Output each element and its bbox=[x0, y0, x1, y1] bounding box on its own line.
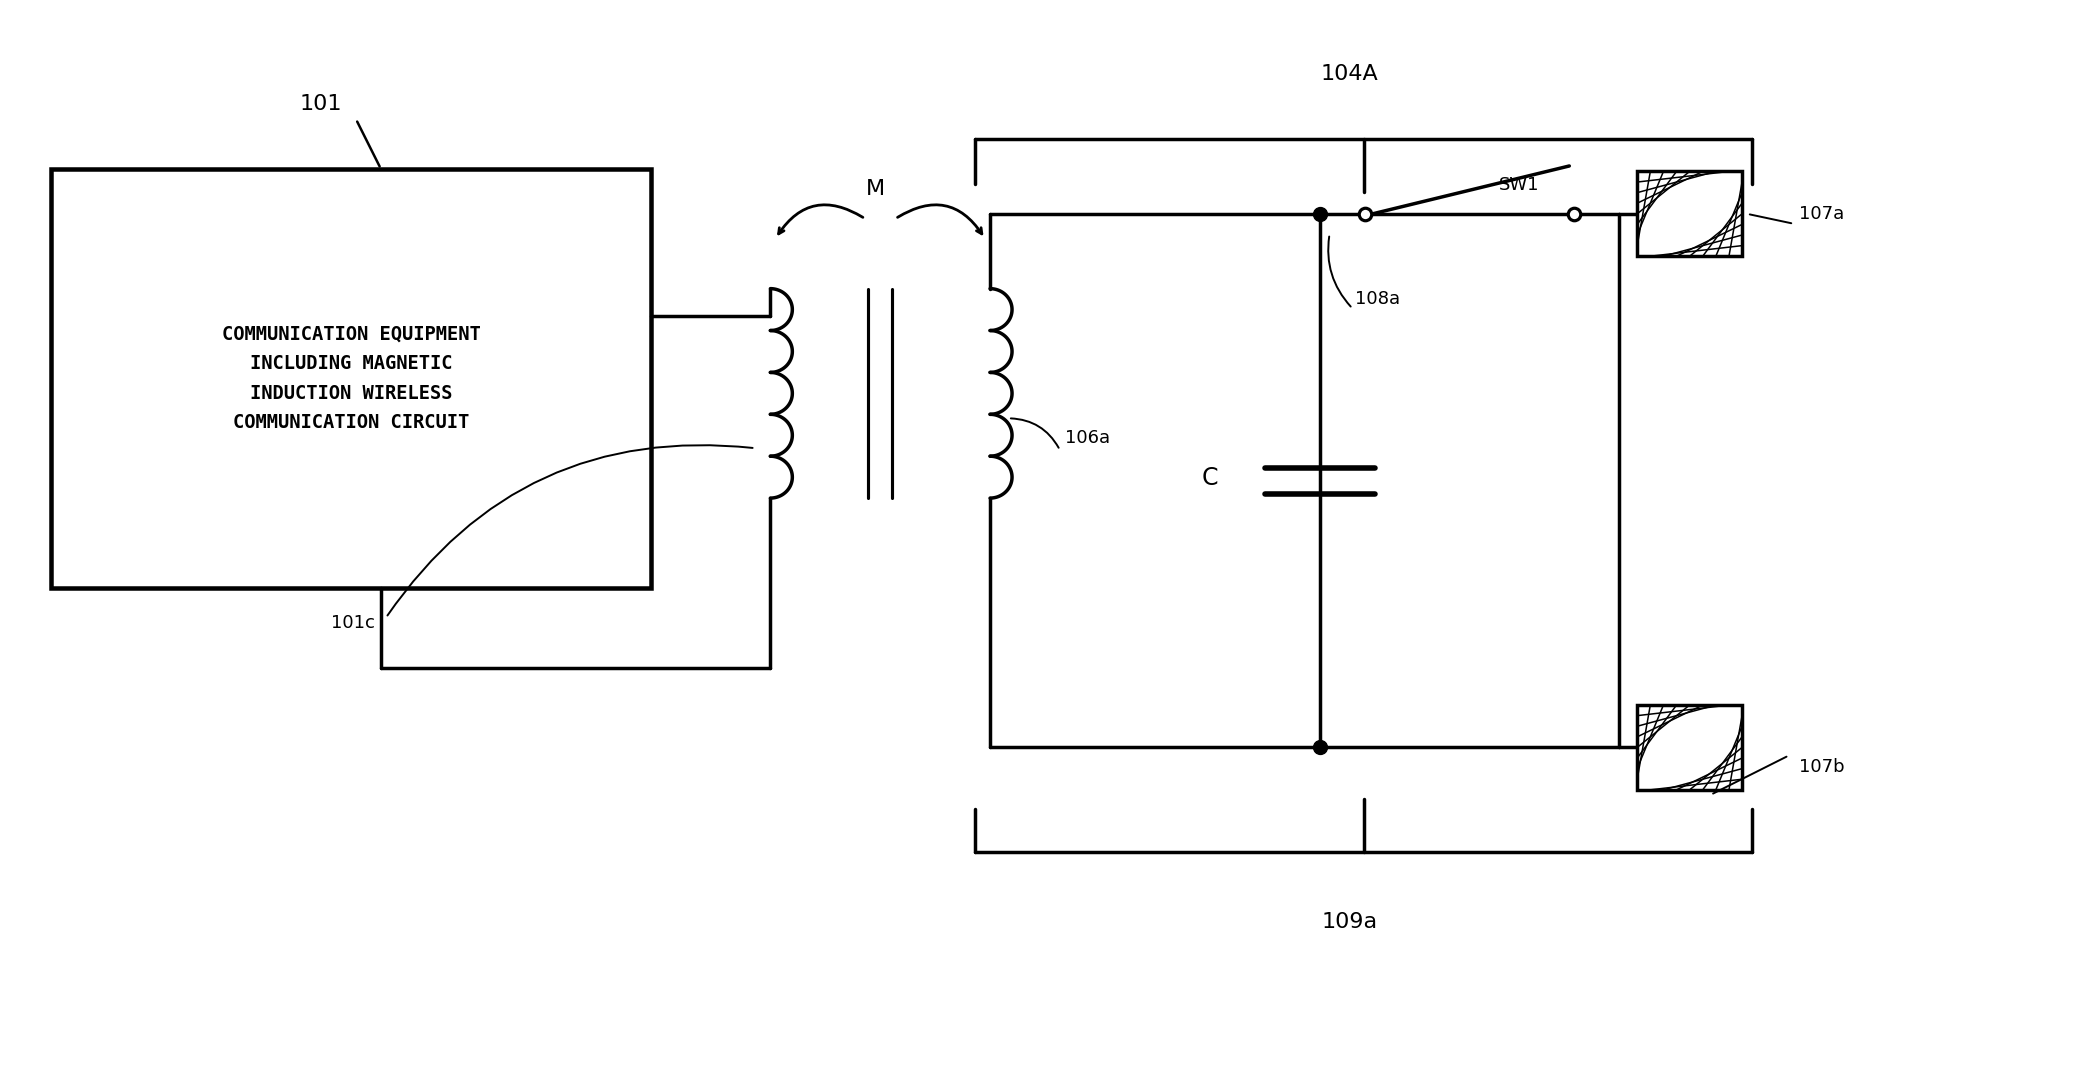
Bar bbox=[52, 169, 650, 587]
Text: 104A: 104A bbox=[1321, 64, 1378, 84]
Text: 108a: 108a bbox=[1355, 289, 1400, 308]
Text: C: C bbox=[1202, 466, 1217, 490]
Text: 101c: 101c bbox=[331, 614, 375, 632]
Text: 106a: 106a bbox=[1065, 429, 1111, 447]
Text: COMMUNICATION EQUIPMENT
INCLUDING MAGNETIC
INDUCTION WIRELESS
COMMUNICATION CIRC: COMMUNICATION EQUIPMENT INCLUDING MAGNET… bbox=[221, 325, 479, 433]
Text: 109a: 109a bbox=[1321, 912, 1378, 932]
Text: 107a: 107a bbox=[1798, 205, 1844, 223]
Text: SW1: SW1 bbox=[1498, 176, 1540, 194]
Text: 101: 101 bbox=[300, 94, 342, 114]
Text: M: M bbox=[865, 178, 886, 199]
Bar bbox=[1638, 705, 1742, 790]
Bar bbox=[1638, 172, 1742, 256]
Text: 107b: 107b bbox=[1798, 758, 1844, 776]
